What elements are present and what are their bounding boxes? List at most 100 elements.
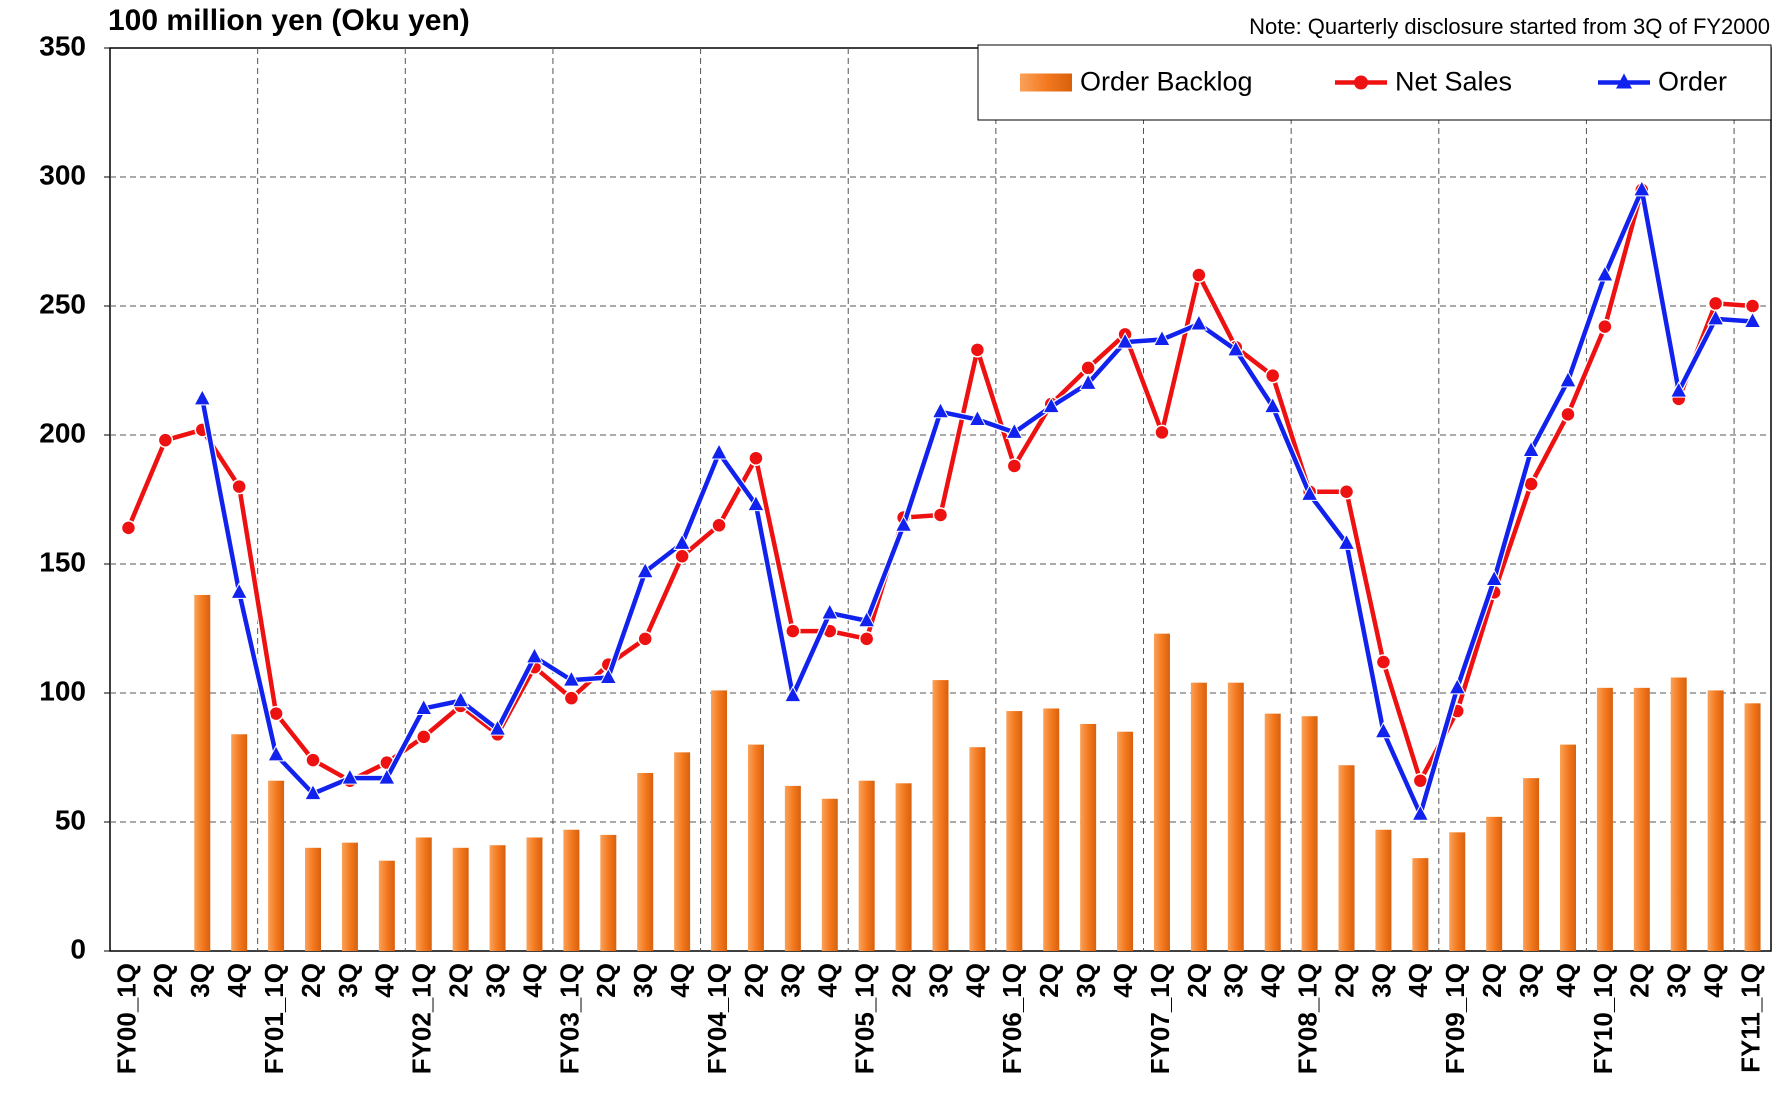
bar bbox=[1486, 816, 1503, 951]
x-tick-label: 4Q bbox=[1551, 963, 1581, 998]
x-tick-label: 4Q bbox=[1256, 963, 1286, 998]
triangle-marker bbox=[267, 744, 285, 762]
x-tick-label: 2Q bbox=[1477, 963, 1507, 998]
y-tick-label: 0 bbox=[70, 933, 86, 964]
x-tick-label: 3Q bbox=[1071, 963, 1101, 998]
circle-marker bbox=[1597, 318, 1613, 335]
legend-swatch bbox=[1020, 73, 1072, 92]
x-tick-label: 2Q bbox=[1182, 963, 1212, 998]
bar bbox=[1338, 765, 1355, 951]
bar bbox=[1301, 716, 1318, 951]
y-tick-label: 200 bbox=[39, 417, 86, 448]
triangle-marker bbox=[230, 582, 249, 599]
triangle-marker bbox=[1005, 422, 1024, 439]
triangle-marker bbox=[1448, 677, 1467, 695]
triangle-marker bbox=[1632, 179, 1651, 197]
y-tick-label: 50 bbox=[55, 804, 86, 835]
triangle-marker bbox=[636, 561, 655, 579]
triangle-marker bbox=[1743, 311, 1762, 328]
x-tick-label: FY04_1Q bbox=[702, 963, 732, 1074]
x-tick-label: 2Q bbox=[1625, 963, 1655, 998]
triangle-marker bbox=[562, 670, 581, 687]
x-tick-label: 2Q bbox=[148, 963, 178, 998]
triangle-marker bbox=[1153, 329, 1171, 347]
y-tick-label: 350 bbox=[39, 30, 86, 61]
x-tick-label: FY05_1Q bbox=[850, 963, 880, 1074]
triangle-marker bbox=[820, 602, 839, 620]
triangle-marker bbox=[488, 719, 507, 736]
chart-note: Note: Quarterly disclosure started from … bbox=[1249, 14, 1770, 39]
circle-marker bbox=[1707, 295, 1724, 312]
bar bbox=[747, 744, 764, 951]
circle-marker bbox=[231, 478, 247, 495]
circle-marker bbox=[748, 450, 764, 466]
bar bbox=[452, 847, 469, 951]
x-tick-label: 3Q bbox=[185, 963, 215, 998]
circle-marker bbox=[415, 729, 432, 745]
circle-marker bbox=[932, 507, 949, 523]
x-tick-label: 3Q bbox=[1514, 963, 1544, 998]
circle-marker bbox=[1006, 458, 1023, 474]
bar bbox=[378, 860, 395, 951]
x-tick-label: 3Q bbox=[333, 963, 363, 998]
bar bbox=[489, 845, 506, 951]
x-tick-label: 4Q bbox=[813, 963, 843, 998]
triangle-marker bbox=[894, 515, 913, 532]
bar bbox=[1375, 829, 1392, 951]
y-tick-label: 150 bbox=[39, 546, 86, 577]
x-tick-label: 4Q bbox=[1699, 963, 1729, 998]
bar bbox=[1227, 682, 1244, 951]
x-tick-label: FY08_1Q bbox=[1292, 963, 1322, 1074]
bar bbox=[674, 752, 691, 951]
x-tick-label: FY10_1Q bbox=[1588, 963, 1618, 1074]
y-tick-label: 300 bbox=[39, 159, 86, 190]
triangle-marker bbox=[1374, 721, 1393, 739]
bar bbox=[1117, 731, 1134, 951]
circle-marker bbox=[305, 752, 321, 768]
x-tick-label: FY03_1Q bbox=[554, 963, 584, 1074]
triangle-marker bbox=[414, 698, 433, 715]
triangle-marker bbox=[1596, 264, 1614, 282]
x-tick-label: 4Q bbox=[517, 963, 547, 998]
x-tick-label: 2Q bbox=[444, 963, 474, 998]
bar bbox=[563, 829, 580, 951]
x-tick-label: FY01_1Q bbox=[259, 963, 289, 1074]
triangle-marker bbox=[378, 768, 396, 785]
triangle-marker bbox=[1226, 339, 1245, 357]
triangle-marker bbox=[1300, 484, 1319, 501]
circle-marker bbox=[711, 517, 727, 534]
x-tick-label: 2Q bbox=[1329, 963, 1359, 998]
legend-marker bbox=[1616, 73, 1632, 89]
legend-marker bbox=[1354, 75, 1368, 90]
bar bbox=[1559, 744, 1576, 951]
circle-marker bbox=[1154, 424, 1170, 441]
circle-marker bbox=[637, 631, 653, 647]
triangle-marker bbox=[1337, 533, 1356, 550]
x-tick-label: FY07_1Q bbox=[1145, 963, 1175, 1074]
x-tick-label: 2Q bbox=[591, 963, 621, 998]
triangle-marker bbox=[1190, 313, 1208, 331]
x-tick-label: 4Q bbox=[1403, 963, 1433, 998]
x-tick-label: FY00_1Q bbox=[111, 963, 141, 1074]
bar bbox=[784, 785, 801, 951]
bar bbox=[526, 837, 543, 951]
x-tick-label: 4Q bbox=[222, 963, 252, 998]
legend-label: Net Sales bbox=[1395, 67, 1512, 97]
triangle-marker bbox=[1706, 308, 1725, 326]
x-tick-label: FY06_1Q bbox=[997, 963, 1027, 1074]
x-tick-label: 3Q bbox=[1662, 963, 1692, 998]
bar bbox=[821, 798, 838, 951]
triangle-marker bbox=[193, 388, 212, 406]
legend-label: Order Backlog bbox=[1080, 67, 1253, 97]
bar bbox=[1596, 687, 1613, 951]
x-tick-label: 4Q bbox=[665, 963, 695, 998]
bar bbox=[1153, 633, 1170, 951]
x-tick-label: 2Q bbox=[886, 963, 916, 998]
bar bbox=[1670, 677, 1687, 951]
x-tick-label: 3Q bbox=[628, 963, 658, 998]
circle-marker bbox=[1338, 484, 1355, 500]
triangle-marker bbox=[451, 690, 470, 708]
bar bbox=[1449, 832, 1466, 951]
